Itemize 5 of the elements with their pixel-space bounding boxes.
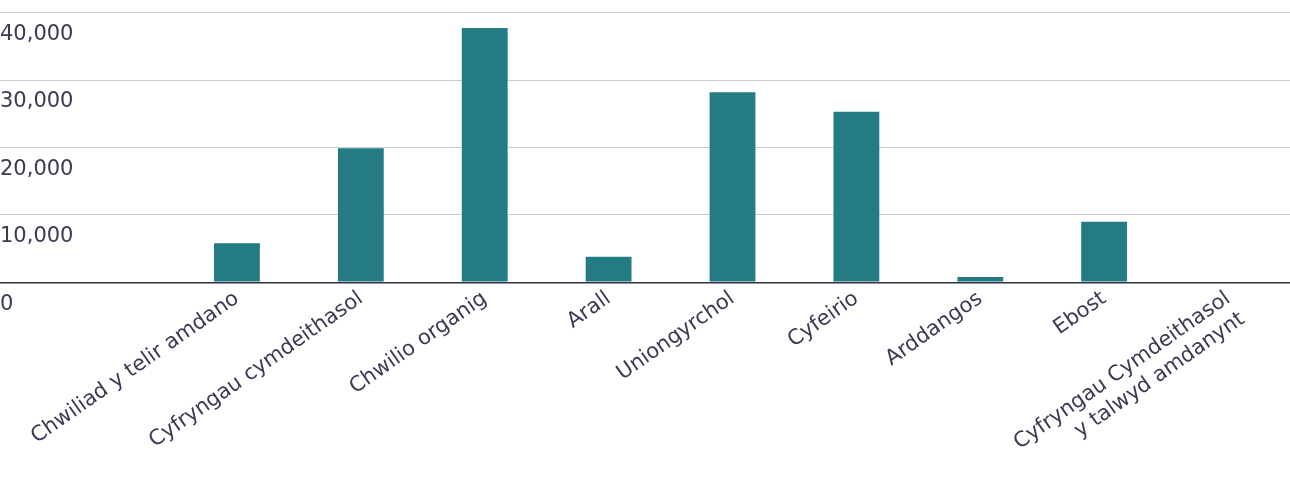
y-tick-label: 0: [0, 290, 14, 315]
y-tick-label: 20,000: [0, 155, 74, 180]
y-tick-label: 30,000: [0, 88, 74, 113]
y-tick-label: 40,000: [0, 21, 74, 46]
y-tick-label: 10,000: [0, 223, 74, 248]
